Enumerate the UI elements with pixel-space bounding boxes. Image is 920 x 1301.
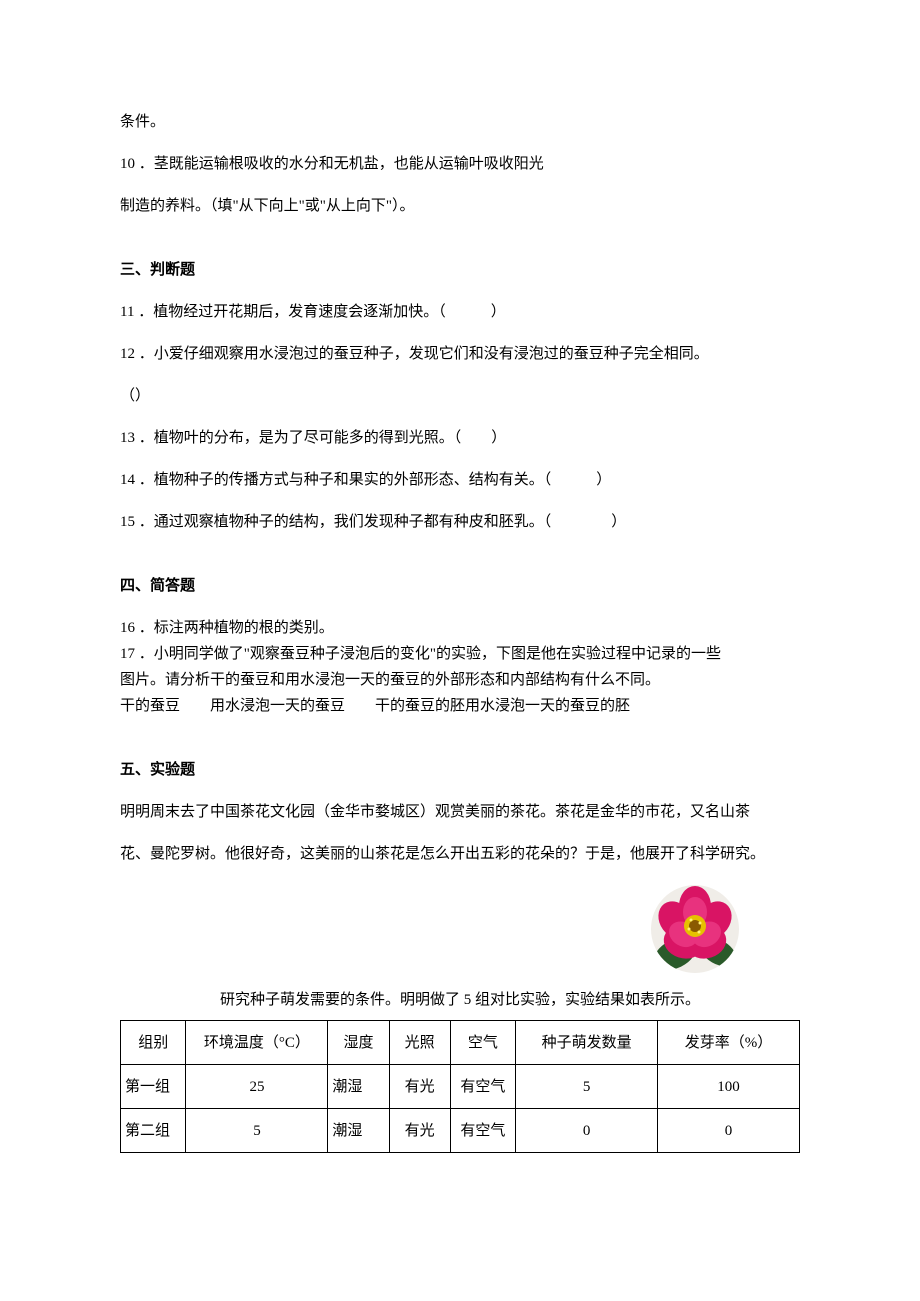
table-cell: 第一组 [121, 1065, 186, 1109]
q17-line1: 17 ．小明同学做了"观察蚕豆种子浸泡后的变化"的实验，下图是他在实验过程中记录… [120, 642, 800, 666]
q16: 16 ．标注两种植物的根的类别。 [120, 616, 800, 640]
table-cell: 第二组 [121, 1109, 186, 1153]
section5-title: 五、实验题 [120, 758, 800, 782]
table-header-cell: 组别 [121, 1021, 186, 1065]
table-cell: 有光 [389, 1109, 450, 1153]
section5-p2: 花、曼陀罗树。他很好奇，这美丽的山茶花是怎么开出五彩的花朵的？于是，他展开了科学… [120, 842, 800, 866]
table-body: 第一组25潮湿有光有空气5100第二组5潮湿有光有空气00 [121, 1065, 800, 1153]
flower-image-wrap [120, 884, 740, 982]
table-header-cell: 环境温度（°C） [186, 1021, 328, 1065]
table-header-cell: 光照 [389, 1021, 450, 1065]
q17-line2: 图片。请分析干的蚕豆和用水浸泡一天的蚕豆的外部形态和内部结构有什么不同。 [120, 668, 800, 692]
q14: 14 ．植物种子的传播方式与种子和果实的外部形态、结构有关。（ ） [120, 468, 800, 492]
table-row: 第一组25潮湿有光有空气5100 [121, 1065, 800, 1109]
q10-line2: 制造的养料。（填"从下向上"或"从上向下"）。 [120, 194, 800, 218]
camellia-flower-icon [650, 884, 740, 974]
table-header-row: 组别环境温度（°C）湿度光照空气种子萌发数量发芽率（%） [121, 1021, 800, 1065]
experiment-table: 组别环境温度（°C）湿度光照空气种子萌发数量发芽率（%） 第一组25潮湿有光有空… [120, 1020, 800, 1153]
table-cell: 25 [186, 1065, 328, 1109]
q17-line3: 干的蚕豆 用水浸泡一天的蚕豆 干的蚕豆的胚用水浸泡一天的蚕豆的胚 [120, 694, 800, 718]
table-cell: 0 [516, 1109, 658, 1153]
intro-line: 条件。 [120, 110, 800, 134]
table-cell: 100 [658, 1065, 800, 1109]
table-row: 第二组5潮湿有光有空气00 [121, 1109, 800, 1153]
table-cell: 5 [516, 1065, 658, 1109]
table-cell: 有空气 [450, 1065, 515, 1109]
table-header-cell: 空气 [450, 1021, 515, 1065]
section4-title: 四、简答题 [120, 574, 800, 598]
table-header-cell: 湿度 [328, 1021, 389, 1065]
section5-p1: 明明周末去了中国茶花文化园（金华市婺城区）观赏美丽的茶花。茶花是金华的市花，又名… [120, 800, 800, 824]
table-cell: 潮湿 [328, 1065, 389, 1109]
q12-line1: 12 ．小爱仔细观察用水浸泡过的蚕豆种子，发现它们和没有浸泡过的蚕豆种子完全相同… [120, 342, 800, 366]
q15: 15 ．通过观察植物种子的结构，我们发现种子都有种皮和胚乳。（ ） [120, 510, 800, 534]
table-caption: 研究种子萌发需要的条件。明明做了 5 组对比实验，实验结果如表所示。 [120, 988, 800, 1012]
table-header-cell: 发芽率（%） [658, 1021, 800, 1065]
table-cell: 有光 [389, 1065, 450, 1109]
table-cell: 0 [658, 1109, 800, 1153]
q10-line1: 10 ．茎既能运输根吸收的水分和无机盐，也能从运输叶吸收阳光 [120, 152, 800, 176]
q11: 11 ．植物经过开花期后，发育速度会逐渐加快。（ ） [120, 300, 800, 324]
q13: 13 ．植物叶的分布，是为了尽可能多的得到光照。（ ） [120, 426, 800, 450]
table-cell: 潮湿 [328, 1109, 389, 1153]
q12-line2: （） [120, 384, 800, 408]
table-cell: 有空气 [450, 1109, 515, 1153]
table-header-cell: 种子萌发数量 [516, 1021, 658, 1065]
section3-title: 三、判断题 [120, 258, 800, 282]
table-cell: 5 [186, 1109, 328, 1153]
